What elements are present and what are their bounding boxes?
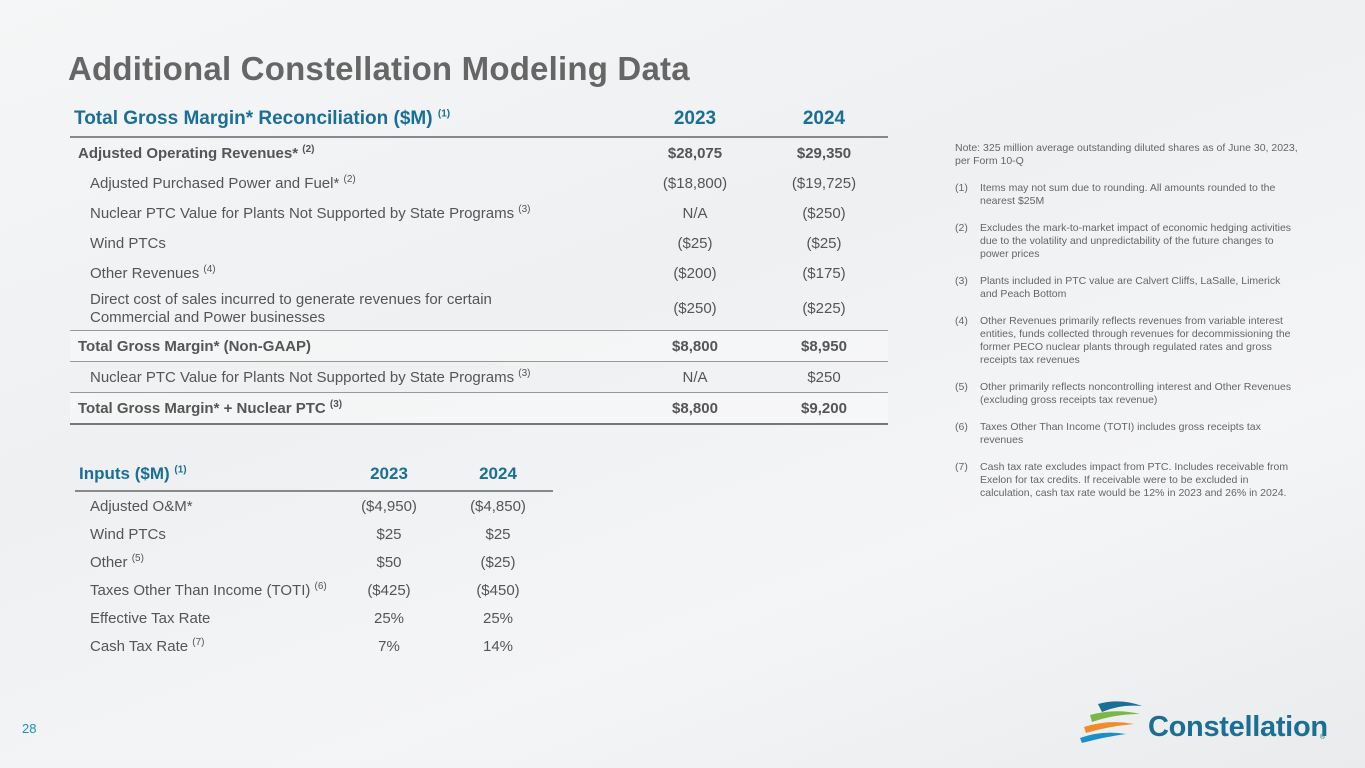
gross-margin-table: Total Gross Margin* Reconciliation ($M) … [70, 104, 888, 425]
footnote-item: (4) Other Revenues primarily reflects rev… [955, 315, 1291, 366]
footnote-item: (7) Cash tax rate excludes impact from PT… [955, 461, 1289, 499]
table-row: Direct cost of sales incurred to generat… [90, 291, 846, 326]
inputs-table: Inputs ($M) (1) 2023 2024 Adjusted O&M* … [75, 460, 553, 660]
footnote-item: (2) Excludes the mark-to-market impact of… [955, 222, 1292, 260]
table-row: Taxes Other Than Income (TOTI) (6) ($425… [90, 580, 520, 599]
footnote-item: (6) Taxes Other Than Income (TOTI) includ… [955, 421, 1261, 446]
table-row: Wind PTCs $25 $25 [90, 525, 511, 543]
page-number: 28 [22, 721, 37, 736]
table-row: Adjusted Purchased Power and Fuel* (2) (… [90, 173, 857, 192]
table-row: Other (5) $50 ($25) [90, 552, 516, 571]
footnote-item: (1) Items may not sum due to rounding. Al… [955, 182, 1276, 207]
constellation-logo-icon [1080, 701, 1142, 743]
table-row: Wind PTCs ($25) ($25) [90, 234, 842, 252]
note-intro: Note: 325 million average outstanding di… [955, 142, 1298, 167]
table-row-total: Total Gross Margin* (Non-GAAP) $8,800 $8… [70, 330, 888, 362]
column-header-2024: 2024 [802, 108, 846, 129]
table-title: Total Gross Margin* Reconciliation ($M) … [74, 108, 451, 129]
table-row: Nuclear PTC Value for Plants Not Support… [90, 203, 846, 222]
table-row: Adjusted Operating Revenues* (2) $28,075… [78, 143, 852, 162]
footnotes: Note: 325 million average outstanding di… [955, 142, 1300, 514]
column-header-2023: 2023 [370, 464, 408, 483]
table-row-total: Total Gross Margin* + Nuclear PTC (3) $8… [70, 392, 888, 424]
table-title: Inputs ($M) (1) [79, 464, 187, 483]
logo-registered-mark: ® [1320, 734, 1326, 741]
table-row: Other Revenues (4) ($200) ($175) [90, 263, 846, 282]
logo-wordmark: Constellation [1148, 711, 1328, 743]
table-header-row: Total Gross Margin* Reconciliation ($M) … [70, 104, 888, 137]
table-row: Effective Tax Rate 25% 25% [90, 609, 514, 627]
footnote-item: (5) Other primarily reflects noncontrolli… [955, 381, 1292, 406]
page-title: Additional Constellation Modeling Data [68, 50, 690, 87]
column-header-2024: 2024 [479, 464, 517, 483]
table-row: Cash Tax Rate (7) 7% 14% [90, 636, 514, 655]
footnote-item: (3) Plants included in PTC value are Calv… [955, 275, 1281, 300]
table-header-row: Inputs ($M) (1) 2023 2024 [75, 460, 553, 491]
table-row: Nuclear PTC Value for Plants Not Support… [90, 367, 841, 386]
column-header-2023: 2023 [673, 108, 717, 129]
table-row: Adjusted O&M* ($4,950) ($4,850) [90, 497, 526, 515]
